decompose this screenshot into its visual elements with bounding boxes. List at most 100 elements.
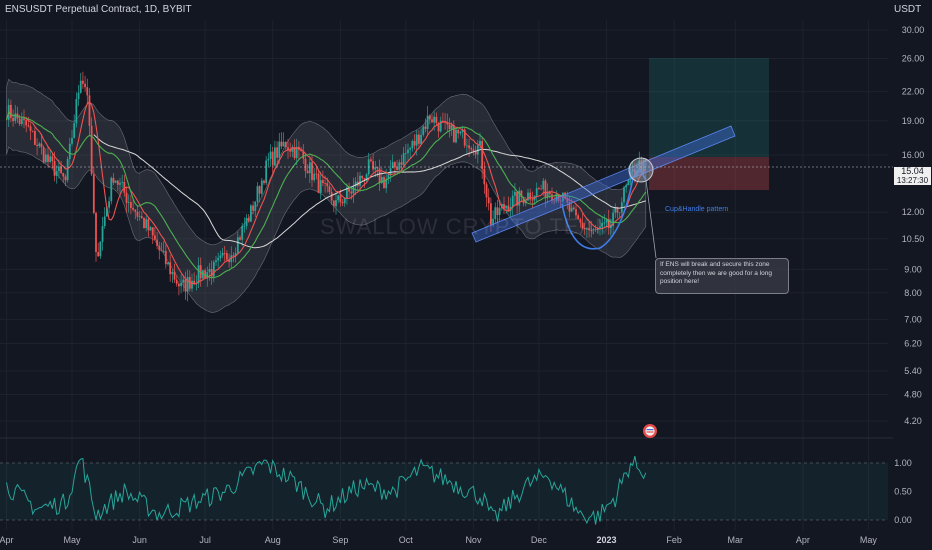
candle-body xyxy=(167,262,169,265)
candle-body xyxy=(34,131,36,145)
candle-body xyxy=(29,126,32,131)
candle-body xyxy=(411,141,414,149)
candle-body xyxy=(326,183,329,187)
candle-body xyxy=(114,180,117,183)
candle-body xyxy=(116,180,119,185)
candle-body xyxy=(634,169,636,176)
candle-body xyxy=(278,141,281,158)
candle-body xyxy=(498,208,501,215)
candle-body xyxy=(398,162,401,170)
candle-body xyxy=(625,185,628,188)
candle-body xyxy=(64,176,67,181)
candle-body xyxy=(184,279,187,292)
candle-body xyxy=(99,241,102,257)
slow-moving-average xyxy=(5,111,647,279)
candle-body xyxy=(383,177,385,189)
candle-body xyxy=(575,209,577,216)
candle-body xyxy=(496,207,499,215)
candle-body xyxy=(182,279,185,283)
candle-body xyxy=(579,219,582,223)
oscillator-tick-label: 1.00 xyxy=(894,458,912,468)
candle-body xyxy=(84,83,86,88)
candle-body xyxy=(306,170,309,174)
candle-body xyxy=(18,118,21,125)
candle-body xyxy=(204,270,206,279)
candle-body xyxy=(426,115,429,129)
candle-body xyxy=(551,194,553,201)
candle-body xyxy=(343,198,346,204)
candle-body xyxy=(481,141,484,169)
candle-body xyxy=(642,159,645,174)
candle-body xyxy=(162,250,165,252)
candle-body xyxy=(60,166,62,174)
candle-body xyxy=(175,279,178,284)
candle-body xyxy=(472,149,475,152)
candle-body xyxy=(110,177,113,202)
candle-body xyxy=(461,129,464,132)
candle-body xyxy=(518,190,521,206)
candle-body xyxy=(442,120,444,122)
candle-body xyxy=(289,149,292,152)
candle-body xyxy=(97,252,100,257)
note-pointer xyxy=(645,179,657,259)
candle-body xyxy=(527,192,529,201)
candle-body xyxy=(468,145,470,149)
candle-body xyxy=(370,159,372,162)
candle-body xyxy=(479,141,481,146)
candle-body xyxy=(540,188,542,190)
price-tick-label: 4.80 xyxy=(904,389,922,399)
candle-body xyxy=(317,173,320,193)
candle-body xyxy=(404,153,407,154)
candle-body xyxy=(108,201,110,208)
candle-body xyxy=(243,226,246,227)
candle-body xyxy=(158,245,161,251)
candle-body xyxy=(614,207,617,213)
watermark: SWALLOW CRYPTO TEAM xyxy=(320,214,615,239)
candle-body xyxy=(380,177,383,184)
oscillator-tick-label: 0.50 xyxy=(894,487,912,497)
candle-body xyxy=(79,80,82,93)
time-tick-label: Jun xyxy=(132,535,147,545)
candle-body xyxy=(23,118,25,120)
last-price-value: 15.04 xyxy=(901,166,924,176)
candle-body xyxy=(577,215,580,220)
candle-body xyxy=(215,260,217,263)
candle-body xyxy=(71,137,73,144)
candle-body xyxy=(31,130,34,132)
candle-body xyxy=(400,162,403,165)
candle-body xyxy=(49,156,52,162)
candle-body xyxy=(601,222,604,227)
candle-body xyxy=(92,174,95,213)
candle-body xyxy=(433,116,436,123)
oscillator-tick-label: 0.00 xyxy=(894,515,912,525)
candle-body xyxy=(250,205,252,222)
candle-body xyxy=(232,255,235,257)
candle-body xyxy=(332,200,335,207)
candle-body xyxy=(474,151,477,155)
candle-body xyxy=(151,227,154,236)
annotation-note[interactable]: If ENS will break and secure this zone c… xyxy=(655,258,789,294)
candle-body xyxy=(607,219,610,228)
candle-body xyxy=(239,237,241,240)
candle-body xyxy=(324,182,326,184)
candle-body xyxy=(186,277,189,292)
candle-body xyxy=(47,154,49,162)
candle-body xyxy=(603,222,606,224)
candle-body xyxy=(53,160,56,176)
candle-body xyxy=(27,125,30,127)
candle-body xyxy=(263,180,265,184)
candle-body xyxy=(514,191,516,196)
candle-body xyxy=(51,156,54,161)
candle-body xyxy=(350,191,353,194)
price-tick-label: 5.40 xyxy=(904,366,922,376)
candle-body xyxy=(494,207,497,220)
candle-body xyxy=(136,211,139,217)
candle-body xyxy=(572,207,575,210)
candle-body xyxy=(439,120,442,132)
candle-body xyxy=(363,178,366,180)
candle-body xyxy=(529,192,532,200)
candle-body xyxy=(374,167,377,170)
candle-body xyxy=(337,195,340,201)
candle-body xyxy=(516,191,518,206)
